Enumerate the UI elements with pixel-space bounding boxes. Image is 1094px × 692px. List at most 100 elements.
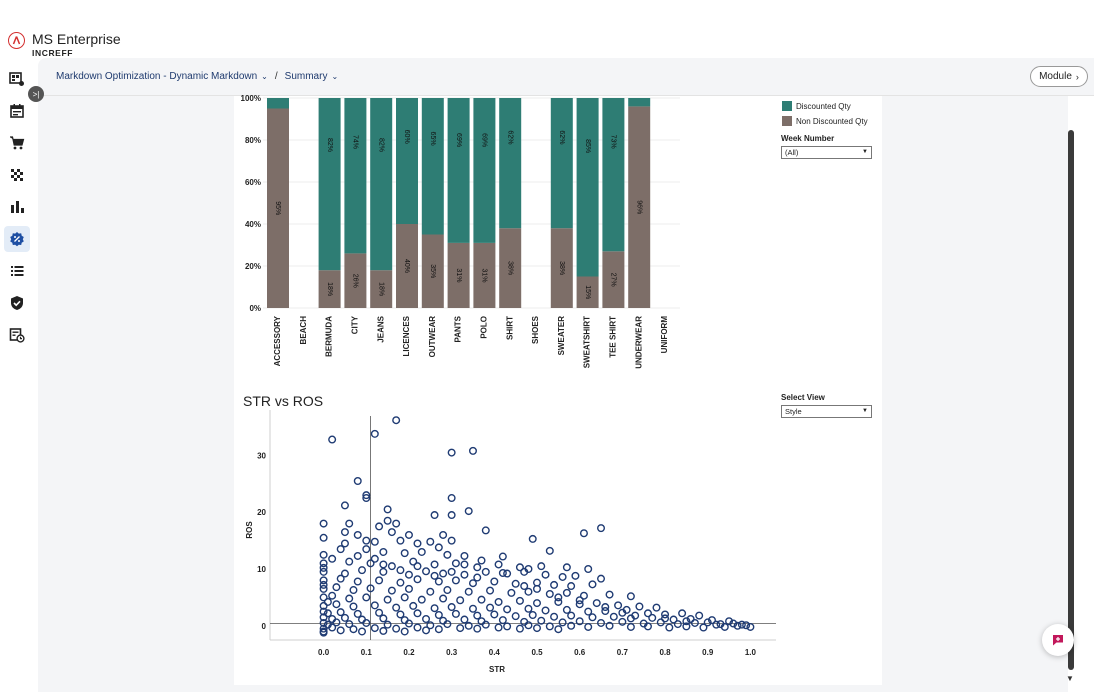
scatter-point[interactable] <box>379 626 388 635</box>
scatter-point[interactable] <box>729 619 738 628</box>
nav-dashboard[interactable] <box>4 66 30 92</box>
scatter-point[interactable] <box>503 605 512 614</box>
scatter-point[interactable] <box>353 530 362 539</box>
bar-segment-non-discounted[interactable] <box>628 106 651 309</box>
bar-segment-discounted[interactable] <box>344 98 367 254</box>
scatter-point[interactable] <box>456 596 465 605</box>
scatter-point[interactable] <box>430 560 439 569</box>
scatter-point[interactable] <box>699 623 708 632</box>
scatter-point[interactable] <box>345 594 354 603</box>
scatter-point[interactable] <box>545 546 554 555</box>
scatter-point[interactable] <box>323 609 332 618</box>
bar-segment-non-discounted[interactable] <box>396 224 418 308</box>
scatter-point[interactable] <box>319 567 328 576</box>
scatter-point[interactable] <box>353 551 362 560</box>
scatter-point[interactable] <box>464 507 473 516</box>
scatter-point[interactable] <box>661 614 670 623</box>
nav-report[interactable] <box>4 322 30 348</box>
scatter-point[interactable] <box>358 627 367 636</box>
scatter-point[interactable] <box>716 620 725 629</box>
scatter-point[interactable] <box>460 560 469 569</box>
scatter-point[interactable] <box>575 596 584 605</box>
scatter-point[interactable] <box>511 612 520 621</box>
scatter-point[interactable] <box>417 595 426 604</box>
scatter-point[interactable] <box>362 494 371 503</box>
scatter-point[interactable] <box>396 536 405 545</box>
scatter-point[interactable] <box>498 568 507 577</box>
scatter-point[interactable] <box>430 571 439 580</box>
scatter-point[interactable] <box>319 584 328 593</box>
scatter-point[interactable] <box>652 603 661 612</box>
scatter-point[interactable] <box>319 576 328 585</box>
scatter-point[interactable] <box>579 591 588 600</box>
scatter-point[interactable] <box>511 579 520 588</box>
scatter-point[interactable] <box>562 563 571 572</box>
scatter-point[interactable] <box>319 613 328 622</box>
scatter-point[interactable] <box>626 592 635 601</box>
scatter-point[interactable] <box>460 615 469 624</box>
scatter-point[interactable] <box>379 547 388 556</box>
scatter-point[interactable] <box>353 609 362 618</box>
scatter-point[interactable] <box>396 566 405 575</box>
scatter-point[interactable] <box>746 622 755 631</box>
bar-segment-discounted[interactable] <box>370 98 393 271</box>
scatter-point[interactable] <box>584 565 593 574</box>
scatter-point[interactable] <box>439 569 448 578</box>
scatter-point[interactable] <box>520 582 529 591</box>
scatter-point[interactable] <box>413 562 422 571</box>
scatter-point[interactable] <box>404 619 413 628</box>
legend-item-discounted[interactable]: Discounted Qty <box>782 101 868 111</box>
scatter-point[interactable] <box>319 563 328 572</box>
scatter-point[interactable] <box>319 559 328 568</box>
scatter-point[interactable] <box>626 622 635 631</box>
scatter-point[interactable] <box>451 609 460 618</box>
scatter-point[interactable] <box>464 587 473 596</box>
scatter-point[interactable] <box>528 534 537 543</box>
bar-segment-discounted[interactable] <box>499 98 522 229</box>
scatter-point[interactable] <box>336 626 345 635</box>
scatter-point[interactable] <box>460 551 469 560</box>
scatter-point[interactable] <box>434 611 443 620</box>
bar-segment-non-discounted[interactable] <box>473 242 496 308</box>
bar-segment-discounted[interactable] <box>550 98 573 229</box>
bar-segment-non-discounted[interactable] <box>421 234 444 309</box>
scatter-point[interactable] <box>362 618 371 627</box>
module-button[interactable]: Module › <box>1030 66 1088 87</box>
scatter-point[interactable] <box>349 586 358 595</box>
scatter-point[interactable] <box>362 491 371 500</box>
scatter-point[interactable] <box>695 611 704 620</box>
scatter-point[interactable] <box>464 621 473 630</box>
scatter-point[interactable] <box>468 579 477 588</box>
scatter-point[interactable] <box>434 625 443 634</box>
scatter-point[interactable] <box>456 624 465 633</box>
scatter-point[interactable] <box>319 624 328 633</box>
scatter-point[interactable] <box>400 627 409 636</box>
scatter-point[interactable] <box>503 569 512 578</box>
scatter-point[interactable] <box>477 556 486 565</box>
scatter-point[interactable] <box>332 583 341 592</box>
scatter-point[interactable] <box>404 570 413 579</box>
scatter-point[interactable] <box>396 610 405 619</box>
bar-segment-non-discounted[interactable] <box>447 242 470 308</box>
scatter-point[interactable] <box>562 605 571 614</box>
scatter-point[interactable] <box>597 574 606 583</box>
scatter-point[interactable] <box>468 446 477 455</box>
scatter-point[interactable] <box>622 605 631 614</box>
bar-segment-non-discounted[interactable] <box>370 270 393 308</box>
scatter-point[interactable] <box>528 611 537 620</box>
scatter-point[interactable] <box>379 560 388 569</box>
scatter-point[interactable] <box>533 599 542 608</box>
scatter-point[interactable] <box>370 554 379 563</box>
scatter-point[interactable] <box>340 569 349 578</box>
scatter-point[interactable] <box>550 580 559 589</box>
scatter-point[interactable] <box>319 519 328 528</box>
scatter-point[interactable] <box>392 416 401 425</box>
scatter-point[interactable] <box>319 593 328 602</box>
scatter-point[interactable] <box>434 577 443 586</box>
scatter-point[interactable] <box>362 536 371 545</box>
scatter-point[interactable] <box>567 611 576 620</box>
scatter-point[interactable] <box>605 590 614 599</box>
scatter-point[interactable] <box>707 616 716 625</box>
scatter-point[interactable] <box>567 582 576 591</box>
scatter-point[interactable] <box>567 621 576 630</box>
